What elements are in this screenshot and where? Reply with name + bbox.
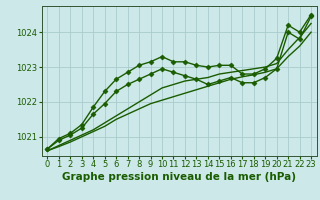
X-axis label: Graphe pression niveau de la mer (hPa): Graphe pression niveau de la mer (hPa) bbox=[62, 172, 296, 182]
